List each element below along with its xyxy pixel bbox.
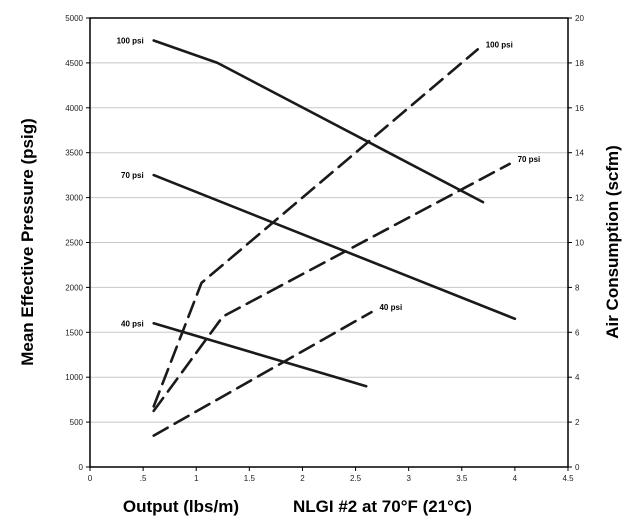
- y-right-tick-label: 8: [575, 283, 580, 292]
- x-axis-title: Output (lbs/m): [123, 497, 239, 516]
- series-label: 100 psi: [117, 36, 144, 45]
- y-right-tick-label: 4: [575, 373, 580, 382]
- series-line-pressure-70-psi: [152, 173, 517, 321]
- series-line-pressure-100-psi: [152, 39, 485, 204]
- series-line-air-consumption-40-psi: [152, 310, 373, 437]
- y-left-tick-label: 3500: [65, 149, 83, 158]
- y-right-tick-label: 14: [575, 149, 584, 158]
- x-tick-label: 4.5: [562, 474, 574, 483]
- x-tick-label: 0: [88, 474, 93, 483]
- x-tick-label: 3: [406, 474, 411, 483]
- y-left-tick-label: 1000: [65, 373, 83, 382]
- y-right-tick-label: 0: [575, 463, 580, 472]
- series-label: 70 psi: [518, 155, 541, 164]
- y-right-tick-label: 20: [575, 14, 584, 23]
- x-tick-label: .5: [140, 474, 147, 483]
- y-left-tick-label: 2000: [65, 283, 83, 292]
- y-right-tick-label: 2: [575, 418, 580, 427]
- x-tick-label: 1.5: [244, 474, 256, 483]
- x-tick-label: 2: [300, 474, 305, 483]
- y-right-tick-label: 10: [575, 239, 584, 248]
- y-left-tick-label: 4500: [65, 59, 83, 68]
- series-line-air-consumption-70-psi: [152, 162, 511, 413]
- y-left-tick-label: 500: [70, 418, 84, 427]
- x-axis-note: NLGI #2 at 70°F (21°C): [293, 497, 472, 516]
- y-right-tick-label: 18: [575, 59, 584, 68]
- series-line-pressure-40-psi: [152, 321, 368, 388]
- y-right-axis-ticks: 0 2 4 6 8 10 12 14 16 18 20: [568, 14, 584, 472]
- series-label: 100 psi: [486, 40, 513, 49]
- x-tick-label: 1: [194, 474, 199, 483]
- y-left-tick-label: 5000: [65, 14, 83, 23]
- y-left-tick-label: 2500: [65, 239, 83, 248]
- y-axis-right-title: Air Consumption (scfm): [603, 145, 622, 339]
- series-label: 70 psi: [121, 171, 144, 180]
- y-left-tick-label: 0: [79, 463, 84, 472]
- series-line-air-consumption-100-psi: [152, 48, 480, 408]
- series-labels: 100 psi 70 psi 40 psi 100 psi 70 psi 40 psi: [117, 36, 541, 328]
- grid: [90, 62, 568, 423]
- x-tick-label: 2.5: [350, 474, 362, 483]
- series-group: [152, 39, 517, 437]
- y-right-tick-label: 6: [575, 328, 580, 337]
- y-axis-left-title: Mean Effective Pressure (psig): [18, 118, 37, 366]
- y-right-tick-label: 12: [575, 194, 584, 203]
- y-left-tick-label: 1500: [65, 328, 83, 337]
- y-left-tick-label: 3000: [65, 194, 83, 203]
- y-right-tick-label: 16: [575, 104, 584, 113]
- series-label: 40 psi: [379, 303, 402, 312]
- x-axis-ticks: 0 .5 1 1.5 2 2.5 3 3.5 4 4.5: [88, 467, 574, 483]
- y-left-tick-label: 4000: [65, 104, 83, 113]
- x-tick-label: 4: [513, 474, 518, 483]
- series-label: 40 psi: [121, 319, 144, 328]
- y-left-axis-ticks: 0 500 1000 1500 2000 2500 3000 3500 4000 4500 5000: [65, 14, 90, 472]
- x-tick-label: 3.5: [456, 474, 468, 483]
